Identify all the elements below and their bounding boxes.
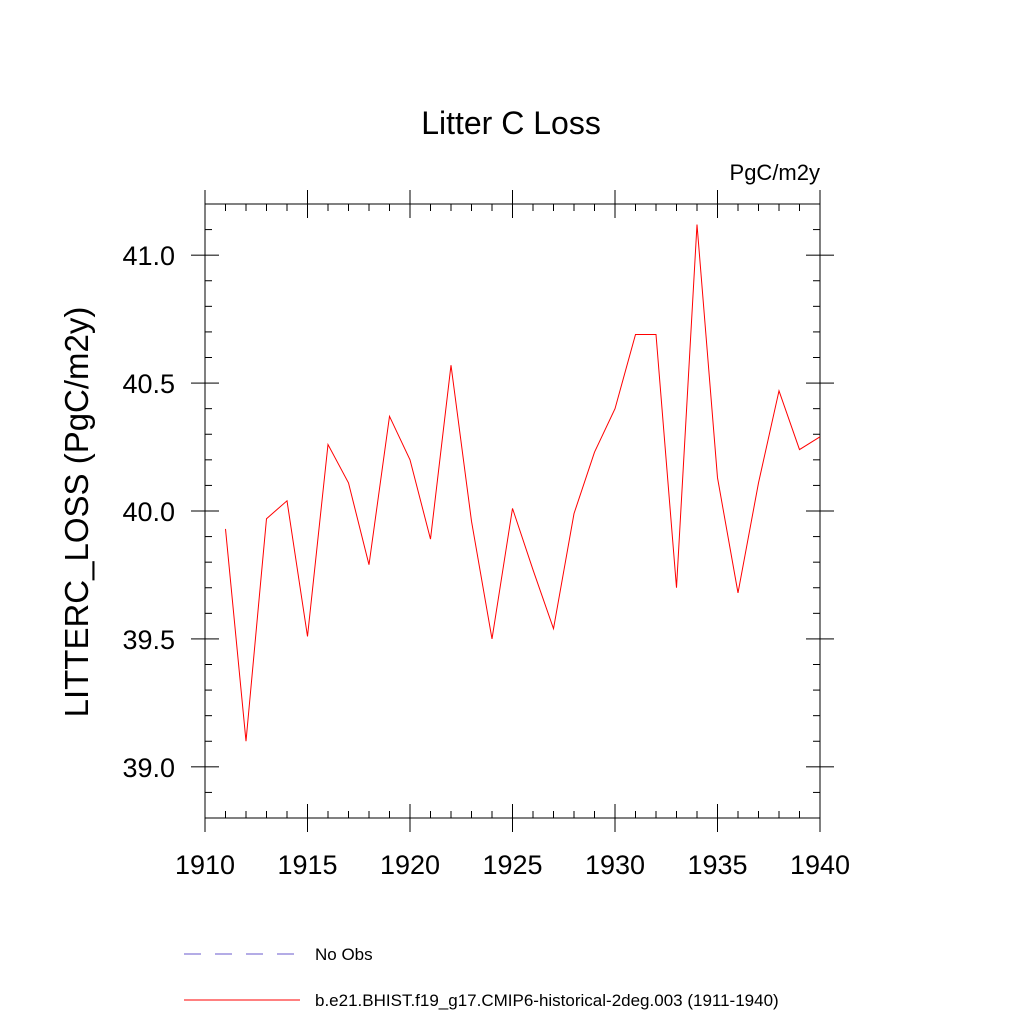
x-tick-label: 1935	[687, 850, 747, 880]
x-tick-label: 1915	[277, 850, 337, 880]
legend: No Obs b.e21.BHIST.f19_g17.CMIP6-histori…	[184, 945, 779, 1010]
series-group	[225, 224, 821, 742]
x-tick-label: 1940	[790, 850, 850, 880]
y-tick-label: 41.0	[122, 241, 175, 271]
x-tick-label: 1920	[380, 850, 440, 880]
chart-title: Litter C Loss	[421, 105, 601, 141]
x-tick-labels: 1910 1915 1920 1925 1930 1935 1940	[175, 850, 850, 880]
y-axis-label: LITTERC_LOSS (PgC/m2y)	[58, 307, 95, 718]
y-tick-label: 40.5	[122, 369, 175, 399]
y-tick-label: 39.0	[122, 753, 175, 783]
x-tick-label: 1930	[585, 850, 645, 880]
x-tick-label: 1925	[482, 850, 542, 880]
axis-ticks	[191, 190, 834, 832]
y-tick-label: 39.5	[122, 625, 175, 655]
y-tick-label: 40.0	[122, 497, 175, 527]
units-label: PgC/m2y	[730, 160, 820, 185]
legend-label-model: b.e21.BHIST.f19_g17.CMIP6-historical-2de…	[315, 991, 779, 1010]
series-line	[225, 224, 821, 742]
y-tick-labels: 39.0 39.5 40.0 40.5 41.0	[122, 241, 175, 783]
x-tick-label: 1910	[175, 850, 235, 880]
legend-label-no-obs: No Obs	[315, 945, 373, 964]
